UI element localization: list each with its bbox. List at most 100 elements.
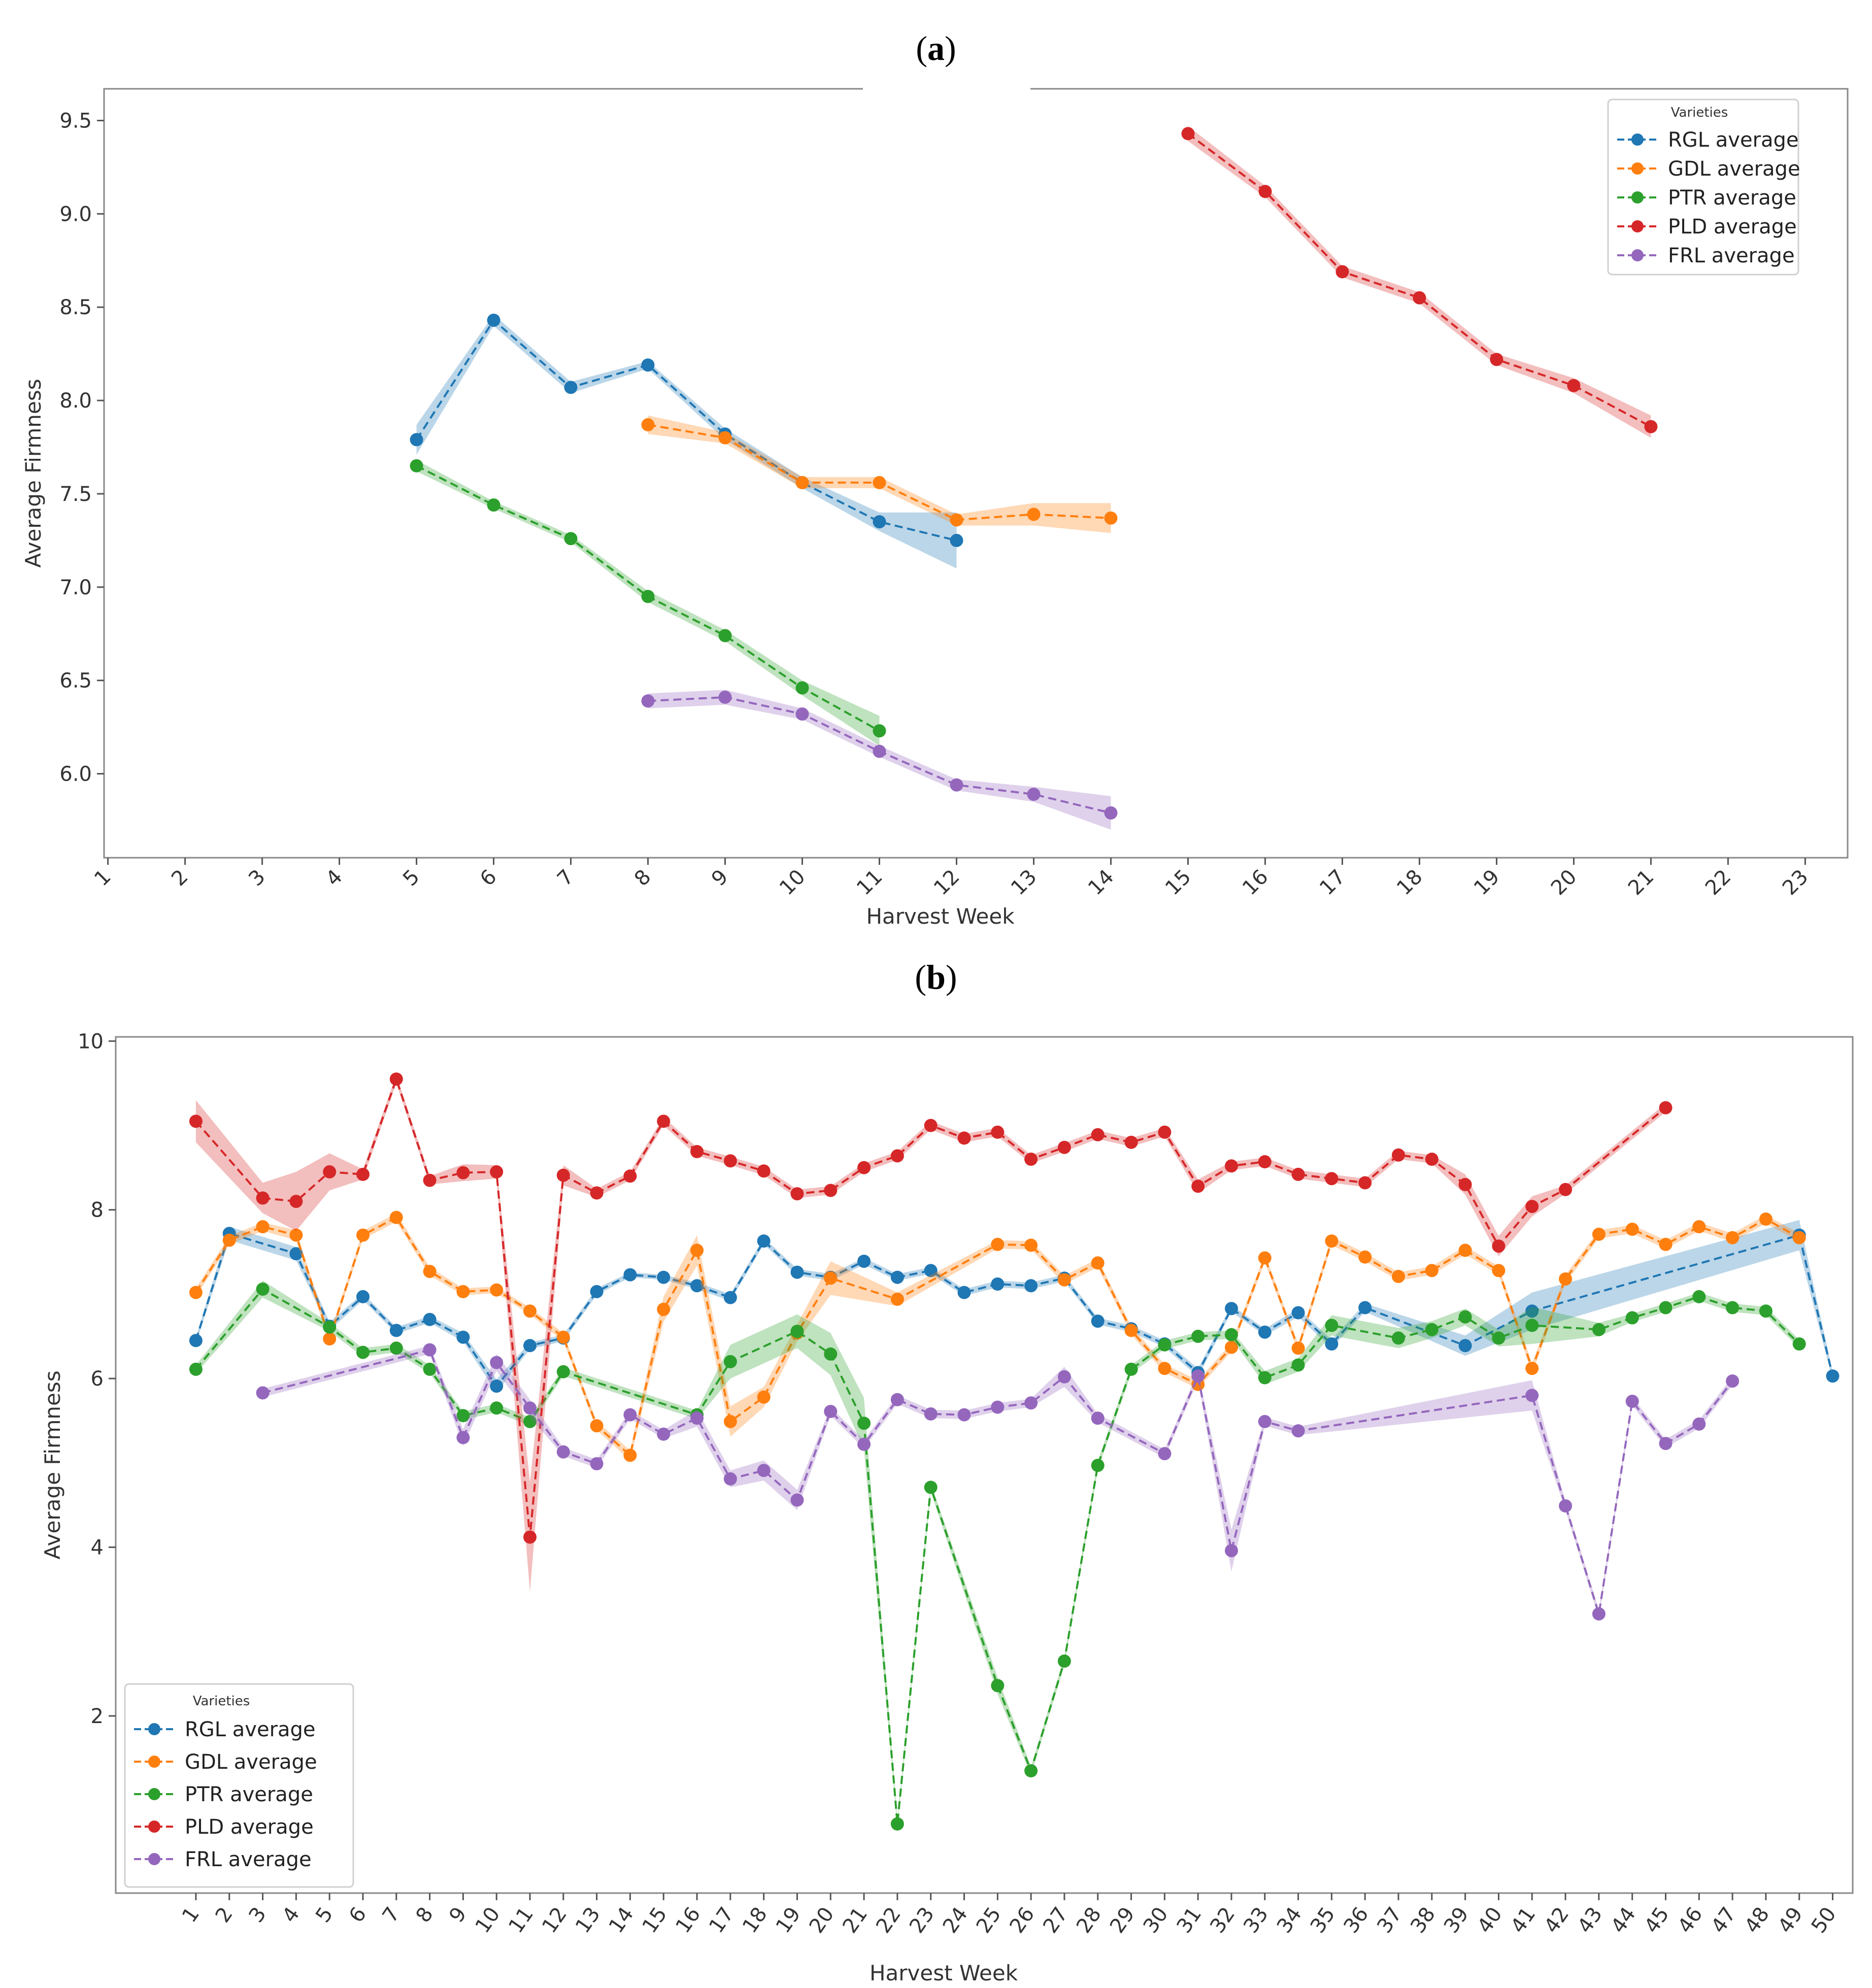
y-tick-label: 6.5 (59, 669, 92, 693)
data-point (1091, 1411, 1105, 1425)
x-tick-label: 20 (805, 1903, 839, 1937)
data-point (1258, 1155, 1272, 1168)
data-point (556, 1330, 570, 1344)
data-point (1826, 1369, 1840, 1383)
legend-marker (1631, 249, 1644, 261)
data-point (590, 1285, 604, 1298)
data-point (523, 1339, 537, 1353)
legend-box (124, 1683, 354, 1888)
legend-entry: RGL average (134, 1718, 316, 1741)
x-tick-label: 4 (321, 865, 347, 891)
panel-a-close: ) (945, 29, 956, 68)
data-point (256, 1220, 270, 1233)
data-point (1104, 511, 1118, 525)
data-point (256, 1386, 270, 1400)
panel-a-letter: a (927, 29, 945, 68)
x-tick-label: 6 (476, 865, 502, 891)
data-point (690, 1145, 704, 1158)
data-point (1225, 1328, 1238, 1341)
data-point (873, 515, 886, 529)
data-point (1057, 1140, 1071, 1154)
legend-entry: RGL average (1617, 128, 1799, 152)
data-point (991, 1237, 1005, 1251)
series-ptr (189, 1281, 1806, 1831)
x-tick-label: 31 (1172, 1903, 1206, 1937)
x-tick-label: 17 (705, 1903, 739, 1937)
legend-label: GDL average (185, 1750, 317, 1774)
x-tick-label: 18 (1392, 865, 1427, 900)
x-tick-label: 8 (412, 1903, 438, 1927)
data-point (757, 1234, 771, 1248)
panel-a-open: ( (916, 29, 927, 68)
data-point (289, 1195, 303, 1208)
x-tick-label: 41 (1507, 1903, 1541, 1937)
data-point (1358, 1250, 1372, 1264)
data-point (410, 459, 423, 473)
data-point (723, 1154, 737, 1168)
data-point (189, 1115, 203, 1128)
data-point (873, 745, 886, 758)
data-point (1692, 1417, 1706, 1431)
data-point (1659, 1237, 1673, 1251)
x-tick-label: 5 (311, 1903, 338, 1927)
x-tick-label: 13 (1007, 865, 1042, 900)
data-point (757, 1390, 771, 1404)
data-point (289, 1247, 303, 1261)
data-point (757, 1464, 771, 1477)
data-point (690, 1243, 704, 1257)
x-tick-label: 3 (244, 865, 270, 891)
x-tick-label: 1 (90, 865, 116, 891)
x-tick-label: 34 (1273, 1903, 1307, 1937)
legend-marker (148, 1821, 160, 1833)
data-point (690, 1411, 704, 1425)
legend-entry: FRL average (134, 1848, 312, 1871)
x-tick-label: 5 (398, 865, 424, 891)
data-point (323, 1332, 337, 1345)
data-point (410, 433, 423, 447)
x-tick-label: 48 (1740, 1903, 1774, 1937)
data-point (590, 1186, 604, 1200)
data-point (1659, 1301, 1673, 1315)
data-point (1091, 1128, 1105, 1141)
legend-label: GDL average (1668, 157, 1800, 181)
data-point (790, 1265, 804, 1279)
data-point (1559, 1499, 1573, 1513)
x-tick-label: 22 (872, 1903, 906, 1937)
data-point (1057, 1370, 1071, 1384)
data-point (623, 1268, 637, 1282)
data-point (1458, 1339, 1472, 1353)
x-tick-label: 43 (1573, 1903, 1607, 1937)
data-point (1225, 1544, 1238, 1558)
data-point (623, 1448, 637, 1462)
data-point (1625, 1395, 1639, 1408)
data-point (1525, 1319, 1539, 1332)
data-point (924, 1264, 938, 1277)
data-point (256, 1283, 270, 1296)
data-point (991, 1125, 1005, 1139)
series-line-ptr (195, 1288, 1800, 1824)
data-point (873, 476, 886, 489)
x-tick-label: 3 (244, 1903, 271, 1927)
data-point (1358, 1176, 1372, 1190)
data-point (490, 1356, 504, 1369)
x-axis-label: Harvest Week (866, 904, 1015, 929)
legend-label: FRL average (1668, 244, 1795, 267)
data-point (857, 1161, 871, 1174)
x-tick-label: 37 (1373, 1903, 1407, 1937)
data-point (657, 1270, 671, 1284)
x-tick-label: 12 (929, 865, 964, 900)
data-point (1258, 185, 1272, 198)
x-tick-label: 42 (1540, 1903, 1574, 1937)
legend-label: PTR average (185, 1783, 313, 1806)
x-tick-label: 2 (167, 865, 193, 891)
data-point (490, 1165, 504, 1178)
data-point (1413, 291, 1426, 305)
series-pld (189, 1072, 1673, 1592)
x-tick-label: 13 (571, 1903, 605, 1937)
data-point (790, 1325, 804, 1338)
legend-label: RGL average (185, 1718, 316, 1741)
data-point (1425, 1153, 1439, 1166)
data-point (456, 1330, 470, 1344)
data-point (857, 1437, 871, 1451)
x-axis-label: Harvest Week (870, 1961, 1018, 1985)
